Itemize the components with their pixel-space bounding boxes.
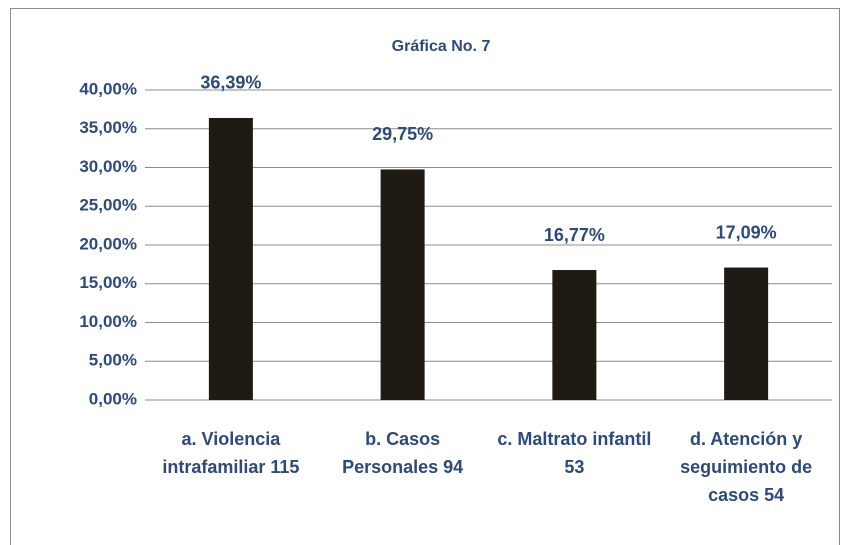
value-label: 29,75% <box>372 124 433 144</box>
x-tick-label: c. Maltrato infantil 53 <box>497 429 652 477</box>
value-label: 16,77% <box>544 225 605 245</box>
y-tick-label: 10,00% <box>79 312 137 331</box>
chart-border <box>10 8 840 545</box>
x-tick-label: a. Violencia intrafamiliar 115 <box>162 429 300 477</box>
y-tick-label: 40,00% <box>79 79 137 98</box>
bar <box>724 267 769 400</box>
bar <box>552 270 597 400</box>
bar <box>380 169 425 400</box>
y-tick-label: 20,00% <box>79 234 137 253</box>
value-label: 36,39% <box>200 73 261 93</box>
y-tick-label: 5,00% <box>89 351 137 370</box>
y-tick-label: 35,00% <box>79 118 137 137</box>
y-tick-label: 15,00% <box>79 273 137 292</box>
value-label: 17,09% <box>716 222 777 242</box>
x-tick-label: d. Atención y seguimiento de casos 54 <box>680 429 813 505</box>
y-tick-label: 0,00% <box>89 389 137 408</box>
x-tick-label: b. Casos Personales 94 <box>342 429 464 477</box>
y-tick-label: 30,00% <box>79 157 137 176</box>
y-tick-label: 25,00% <box>79 196 137 215</box>
bar <box>208 117 253 400</box>
chart-title: Gráfica No. 7 <box>392 38 491 55</box>
